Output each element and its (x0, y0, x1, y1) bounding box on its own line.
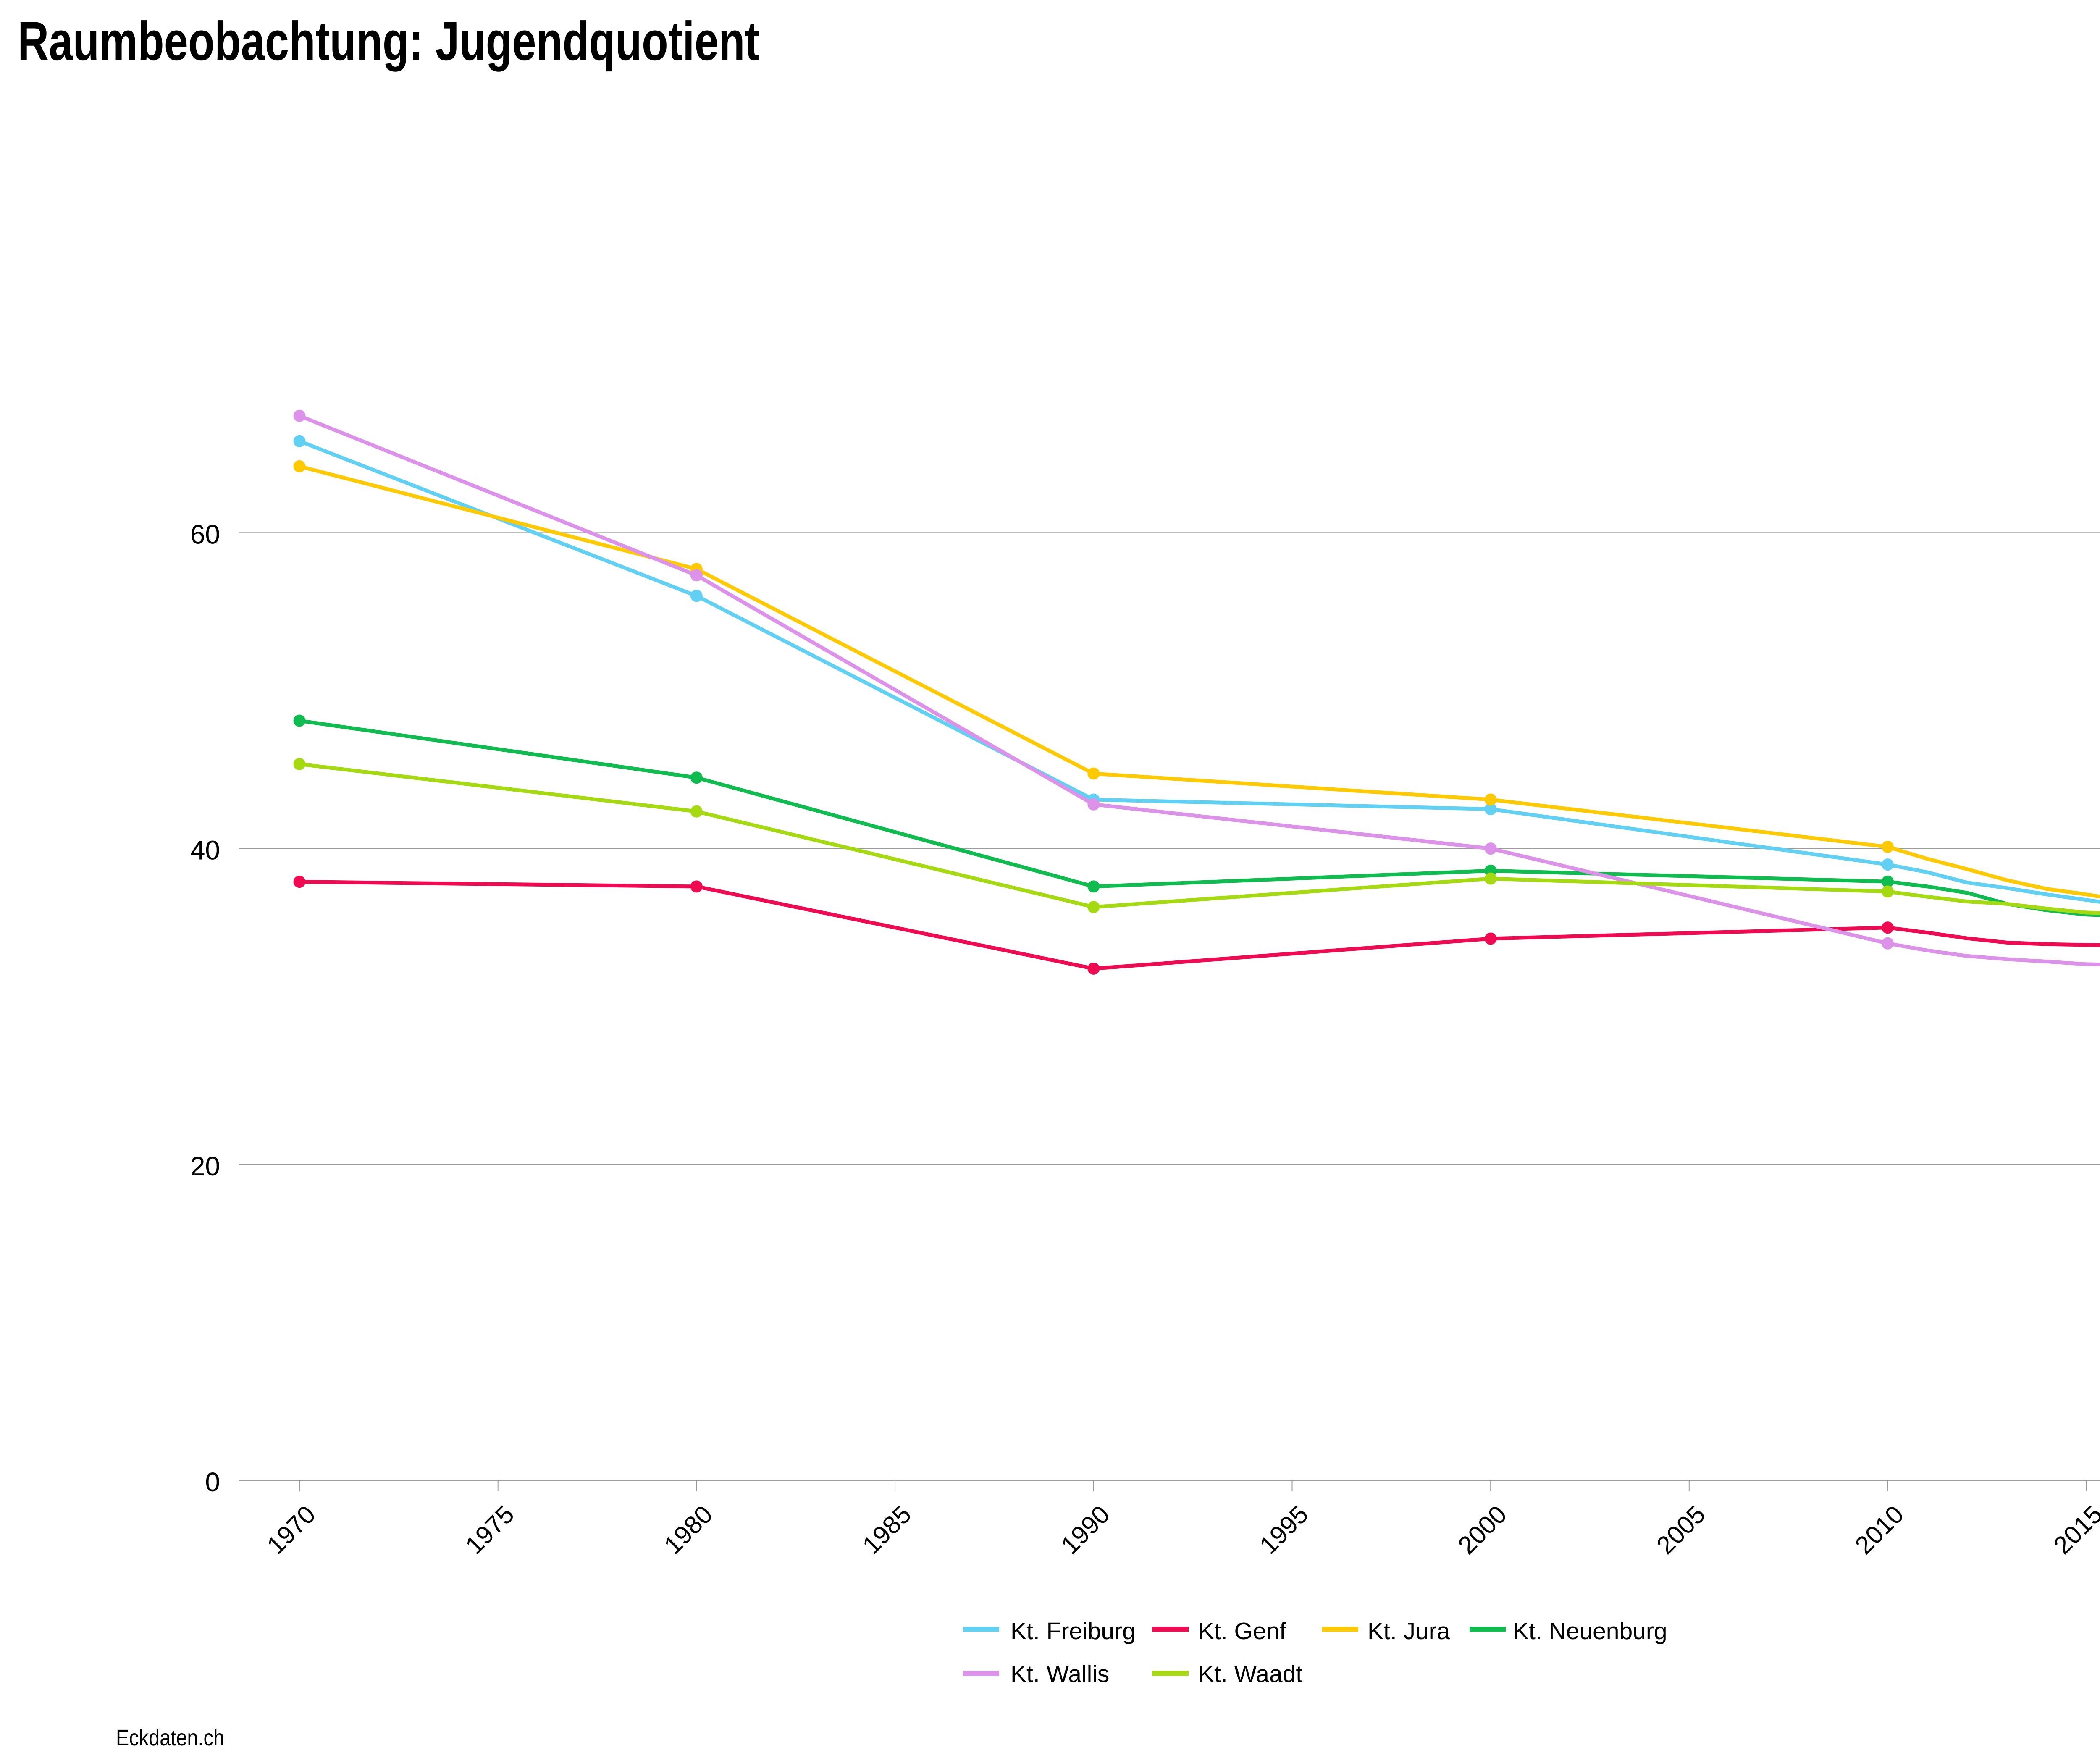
svg-text:Kt. Waadt: Kt. Waadt (1198, 1661, 1302, 1687)
svg-text:Kt. Wallis: Kt. Wallis (1011, 1661, 1109, 1687)
svg-text:Kt. Jura: Kt. Jura (1368, 1618, 1450, 1645)
svg-text:Kt. Neuenburg: Kt. Neuenburg (1513, 1618, 1667, 1645)
svg-text:Raumbeobachtung: Jugendquotien: Raumbeobachtung: Jugendquotient (18, 10, 759, 72)
svg-text:0: 0 (205, 1467, 220, 1497)
svg-text:20: 20 (190, 1151, 220, 1181)
svg-text:40: 40 (190, 835, 220, 866)
svg-text:Eckdaten.ch: Eckdaten.ch (116, 1725, 224, 1750)
svg-text:60: 60 (190, 519, 220, 549)
svg-text:Kt. Genf: Kt. Genf (1198, 1618, 1286, 1645)
svg-text:Kt. Freiburg: Kt. Freiburg (1011, 1618, 1136, 1645)
